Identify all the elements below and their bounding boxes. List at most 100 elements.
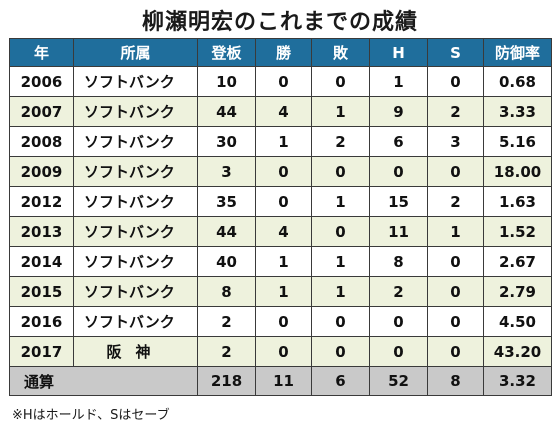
table-row: 2007 ソフトバンク 44 4 1 9 2 3.33 (9, 96, 552, 127)
cell-games: 2 (197, 336, 256, 367)
cell-saves: 2 (427, 96, 484, 127)
cell-holds: 2 (369, 276, 428, 307)
cell-wins: 1 (255, 276, 312, 307)
cell-team: ソフトバンク (73, 126, 198, 157)
footnote: ※Hはホールド、Sはセーブ (12, 408, 170, 423)
cell-losses: 0 (311, 66, 370, 97)
cell-team: ソフトバンク (73, 96, 198, 127)
cell-losses: 0 (311, 156, 370, 187)
cell-era: 43.20 (483, 336, 552, 367)
cell-team: ソフトバンク (73, 276, 198, 307)
cell-holds: 1 (369, 66, 428, 97)
cell-era: 5.16 (483, 126, 552, 157)
cell-holds: 6 (369, 126, 428, 157)
header-games: 登板 (197, 38, 256, 67)
cell-saves: 2 (427, 186, 484, 217)
table-row: 2016 ソフトバンク 2 0 0 0 0 4.50 (9, 306, 552, 337)
cell-losses: 1 (311, 276, 370, 307)
header-holds: H (369, 38, 428, 67)
cell-year: 2008 (9, 126, 74, 157)
cell-team: ソフトバンク (73, 246, 198, 277)
cell-era: 2.67 (483, 246, 552, 277)
cell-games: 3 (197, 156, 256, 187)
table-row: 2012 ソフトバンク 35 0 1 15 2 1.63 (9, 186, 552, 217)
cell-saves: 0 (427, 306, 484, 337)
cell-era: 1.63 (483, 186, 552, 217)
cell-year: 2006 (9, 66, 74, 97)
cell-era: 4.50 (483, 306, 552, 337)
header-team: 所属 (73, 38, 198, 67)
cell-holds: 0 (369, 336, 428, 367)
cell-year: 2016 (9, 306, 74, 337)
cell-era: 0.68 (483, 66, 552, 97)
total-games: 218 (197, 366, 256, 396)
cell-year: 2013 (9, 216, 74, 247)
cell-games: 44 (197, 216, 256, 247)
total-saves: 8 (427, 366, 484, 396)
cell-losses: 0 (311, 216, 370, 247)
cell-wins: 0 (255, 156, 312, 187)
cell-games: 35 (197, 186, 256, 217)
cell-holds: 15 (369, 186, 428, 217)
header-saves: S (427, 38, 484, 67)
cell-holds: 0 (369, 156, 428, 187)
cell-wins: 0 (255, 336, 312, 367)
cell-era: 3.33 (483, 96, 552, 127)
cell-losses: 1 (311, 186, 370, 217)
cell-era: 2.79 (483, 276, 552, 307)
table-row: 2009 ソフトバンク 3 0 0 0 0 18.00 (9, 156, 552, 187)
cell-losses: 0 (311, 336, 370, 367)
cell-team: ソフトバンク (73, 216, 198, 247)
cell-era: 1.52 (483, 216, 552, 247)
cell-saves: 3 (427, 126, 484, 157)
cell-saves: 0 (427, 66, 484, 97)
header-wins: 勝 (255, 38, 312, 67)
cell-saves: 0 (427, 276, 484, 307)
cell-games: 8 (197, 276, 256, 307)
cell-wins: 4 (255, 96, 312, 127)
cell-year: 2007 (9, 96, 74, 127)
cell-losses: 1 (311, 96, 370, 127)
total-losses: 6 (311, 366, 370, 396)
table-row: 2006 ソフトバンク 10 0 0 1 0 0.68 (9, 66, 552, 97)
cell-saves: 0 (427, 246, 484, 277)
total-label: 通算 (9, 366, 198, 396)
cell-saves: 1 (427, 216, 484, 247)
cell-holds: 0 (369, 306, 428, 337)
cell-team: 阪神 (73, 336, 198, 367)
cell-team: ソフトバンク (73, 306, 198, 337)
cell-year: 2012 (9, 186, 74, 217)
cell-holds: 8 (369, 246, 428, 277)
cell-wins: 4 (255, 216, 312, 247)
total-era: 3.32 (483, 366, 552, 396)
header-era: 防御率 (483, 38, 552, 67)
table-row: 2014 ソフトバンク 40 1 1 8 0 2.67 (9, 246, 552, 277)
cell-team: ソフトバンク (73, 186, 198, 217)
cell-wins: 0 (255, 306, 312, 337)
cell-wins: 0 (255, 186, 312, 217)
cell-holds: 9 (369, 96, 428, 127)
table-row: 2015 ソフトバンク 8 1 1 2 0 2.79 (9, 276, 552, 307)
cell-year: 2017 (9, 336, 74, 367)
page-title: 柳瀬明宏のこれまでの成績 (141, 10, 418, 35)
cell-team: ソフトバンク (73, 66, 198, 97)
cell-year: 2009 (9, 156, 74, 187)
header-losses: 敗 (311, 38, 370, 67)
cell-games: 10 (197, 66, 256, 97)
cell-team: ソフトバンク (73, 156, 198, 187)
cell-year: 2014 (9, 246, 74, 277)
table-header-row: 年 所属 登板 勝 敗 H S 防御率 (9, 38, 552, 67)
header-year: 年 (9, 38, 74, 67)
cell-holds: 11 (369, 216, 428, 247)
cell-wins: 1 (255, 246, 312, 277)
cell-saves: 0 (427, 336, 484, 367)
total-row: 通算 218 11 6 52 8 3.32 (9, 366, 552, 396)
total-wins: 11 (255, 366, 312, 396)
table-row: 2017 阪神 2 0 0 0 0 43.20 (9, 336, 552, 367)
total-holds: 52 (369, 366, 428, 396)
table-row: 2008 ソフトバンク 30 1 2 6 3 5.16 (9, 126, 552, 157)
cell-games: 2 (197, 306, 256, 337)
cell-losses: 1 (311, 246, 370, 277)
cell-games: 40 (197, 246, 256, 277)
cell-losses: 2 (311, 126, 370, 157)
